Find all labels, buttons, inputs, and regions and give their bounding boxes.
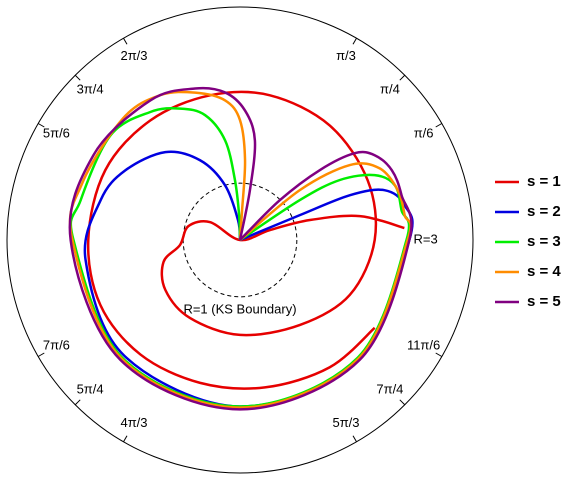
angle-tick-label: 11π/6	[407, 337, 440, 352]
angle-tick-label: π/3	[336, 48, 356, 63]
angle-tick	[352, 435, 357, 443]
angle-tick-label: π/4	[380, 82, 400, 97]
legend-label: s = 5	[527, 293, 561, 310]
curve	[68, 86, 413, 411]
curve	[83, 150, 414, 408]
angle-tick-label: 5π/4	[77, 381, 104, 396]
reference-label: R=1 (KS Boundary)	[183, 301, 296, 316]
angle-tick-label: π/6	[414, 125, 434, 140]
angle-tick-label: 7π/6	[43, 337, 70, 352]
angle-tick	[399, 399, 406, 406]
angle-tick-label: 2π/3	[120, 48, 147, 63]
angle-tick	[37, 123, 45, 128]
angle-tick-label: 5π/3	[332, 415, 359, 430]
angle-tick	[123, 37, 128, 45]
angle-tick-label: 5π/6	[43, 125, 70, 140]
angle-tick	[74, 74, 81, 81]
curve	[68, 90, 412, 409]
curve	[86, 90, 405, 390]
angle-tick-label: 4π/3	[120, 415, 147, 430]
legend-label: s = 3	[527, 233, 561, 250]
angle-tick	[74, 399, 81, 406]
legend-label: s = 2	[527, 203, 561, 220]
legend-label: s = 4	[527, 263, 561, 280]
legend-label: s = 1	[527, 173, 561, 190]
angle-tick	[123, 435, 128, 443]
reference-label: R=3	[413, 231, 437, 246]
angle-tick	[352, 37, 357, 45]
angle-tick	[435, 352, 443, 357]
angle-tick-label: 3π/4	[77, 82, 104, 97]
angle-tick	[399, 74, 406, 81]
angle-tick-label: 7π/4	[376, 381, 403, 396]
polar-frame	[6, 6, 474, 474]
angle-tick	[37, 352, 45, 357]
angle-tick	[435, 123, 443, 128]
